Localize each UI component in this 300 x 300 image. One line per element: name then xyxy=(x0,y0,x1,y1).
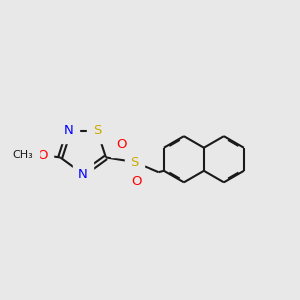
Text: CH₃: CH₃ xyxy=(13,150,34,160)
Text: S: S xyxy=(130,155,139,169)
Text: N: N xyxy=(78,167,88,181)
Text: N: N xyxy=(64,124,74,137)
Text: S: S xyxy=(93,124,101,137)
Text: O: O xyxy=(37,148,48,162)
Text: O: O xyxy=(132,175,142,188)
Text: O: O xyxy=(116,138,127,151)
